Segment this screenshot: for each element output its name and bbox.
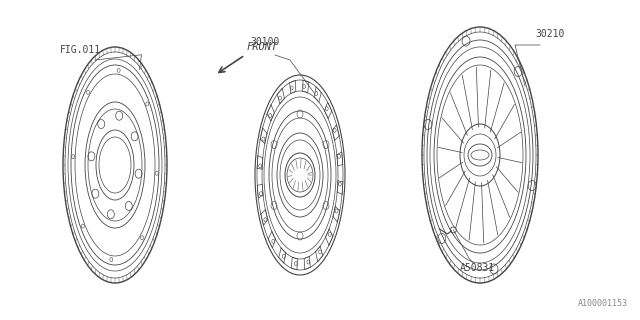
Text: A50831: A50831	[460, 263, 495, 273]
Text: FRONT: FRONT	[247, 42, 278, 52]
Text: FIG.011: FIG.011	[60, 45, 101, 55]
Text: 30100: 30100	[250, 37, 280, 47]
Text: A100001153: A100001153	[578, 299, 628, 308]
Text: 30210: 30210	[535, 29, 564, 39]
